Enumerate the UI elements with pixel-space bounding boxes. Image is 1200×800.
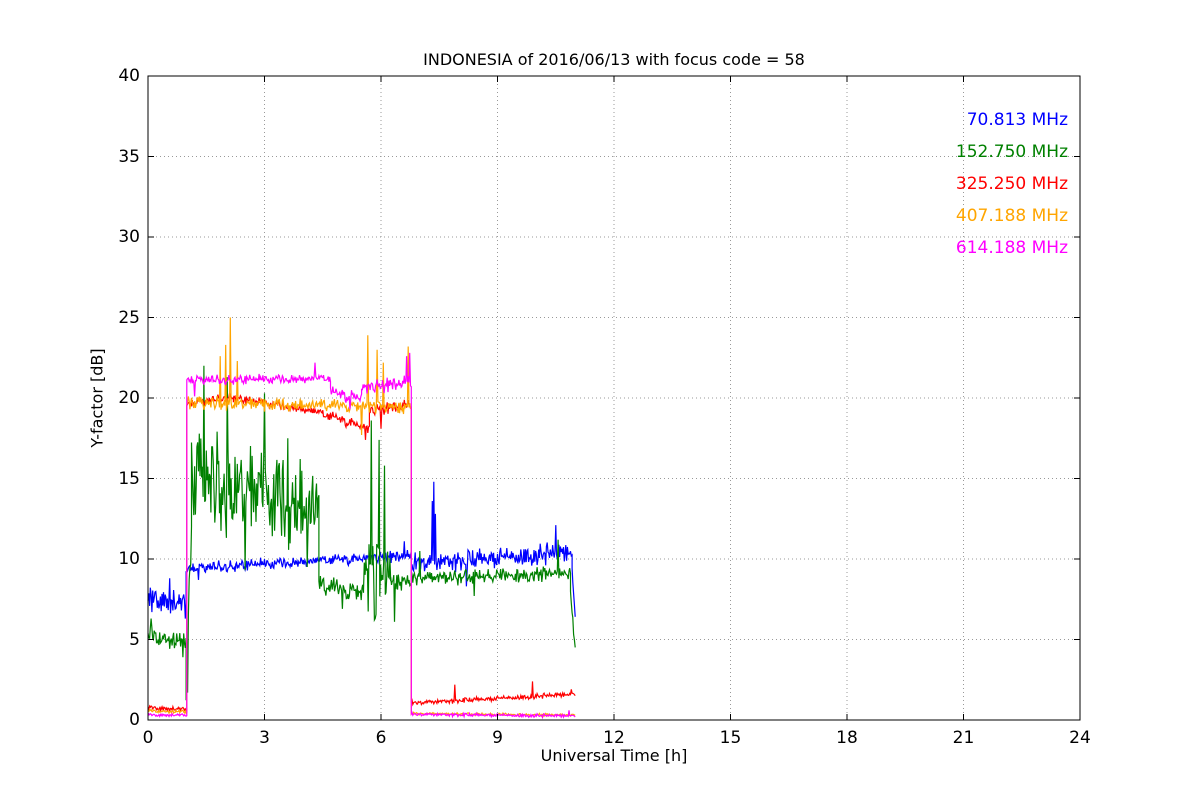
legend: 70.813 MHz 152.750 MHz 325.250 MHz 407.188 … <box>956 108 1068 268</box>
x-tick-label: 3 <box>259 728 270 748</box>
legend-item: 614.188 MHz <box>955 238 1068 258</box>
x-tick-label: 24 <box>1069 728 1091 748</box>
x-axis-label: Universal Time [h] <box>540 746 688 765</box>
y-tick-label: 0 <box>129 710 140 730</box>
legend-item: 407.188 MHz <box>955 206 1068 226</box>
y-tick-label: 25 <box>118 307 140 328</box>
legend-item: 152.750 MHz <box>955 142 1068 162</box>
y-tick-label: 10 <box>118 549 140 569</box>
legend-item: 325.250 MHz <box>955 174 1068 194</box>
x-tick-label: 0 <box>142 728 154 748</box>
series-407-188-mhz <box>147 317 576 718</box>
x-tick-label: 15 <box>719 728 742 748</box>
chart-title: INDONESIA of 2016/06/13 with focus code … <box>423 50 805 69</box>
y-tick-label: 5 <box>129 629 140 650</box>
y-tick-label: 40 <box>118 66 140 86</box>
y-tick-label: 15 <box>118 468 140 489</box>
series-614-188-mhz <box>147 352 576 720</box>
x-tick-label: 18 <box>836 728 858 748</box>
x-tick-label: 6 <box>375 728 387 748</box>
y-tick-label: 35 <box>118 146 140 167</box>
x-tick-label: 9 <box>492 728 503 748</box>
y-tick-label: 20 <box>118 388 140 408</box>
x-tick-label: 21 <box>952 728 975 748</box>
series-152-750-mhz <box>147 365 576 701</box>
series-70-813-mhz <box>147 481 576 619</box>
y-tick-label: 30 <box>118 227 140 247</box>
x-tick-label: 12 <box>603 728 625 748</box>
legend-item: 70.813 MHz <box>966 110 1068 130</box>
